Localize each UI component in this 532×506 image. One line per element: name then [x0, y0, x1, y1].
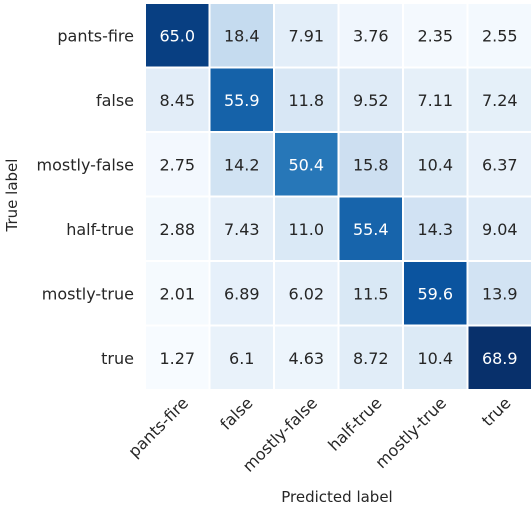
heatmap-cell-value: 6.02 — [288, 284, 324, 303]
y-tick-label: false — [96, 91, 134, 110]
heatmap-cell-value: 65.0 — [159, 26, 195, 45]
heatmap-cell — [275, 4, 338, 67]
heatmap-cell-value: 2.01 — [159, 284, 195, 303]
heatmap-cell — [275, 197, 338, 260]
heatmap-cell — [404, 4, 467, 67]
heatmap-cell — [468, 4, 531, 67]
heatmap-cell-value: 7.43 — [224, 220, 260, 239]
heatmap-cell-value: 7.11 — [417, 91, 453, 110]
heatmap-cell-value: 15.8 — [353, 155, 389, 174]
heatmap-cell — [275, 133, 338, 196]
heatmap-cell — [404, 68, 467, 131]
heatmap-cell — [275, 326, 338, 389]
heatmap-cells — [146, 4, 531, 389]
heatmap-cell-value: 11.8 — [288, 91, 324, 110]
heatmap-cell-value: 55.4 — [353, 220, 389, 239]
heatmap-cell — [404, 133, 467, 196]
heatmap-cell — [275, 68, 338, 131]
y-tick-label: mostly-false — [37, 155, 134, 174]
heatmap-cell — [468, 326, 531, 389]
heatmap-cell-value: 68.9 — [482, 349, 518, 368]
heatmap-cell-value: 3.76 — [353, 26, 389, 45]
y-axis-label: True label — [3, 159, 21, 233]
heatmap-cell — [468, 133, 531, 196]
heatmap-cell-value: 18.4 — [224, 26, 260, 45]
heatmap-cell-value: 6.37 — [482, 155, 518, 174]
heatmap-cell — [404, 197, 467, 260]
heatmap-cell-value: 8.72 — [353, 349, 389, 368]
heatmap-cell — [146, 326, 209, 389]
heatmap-cell-value: 10.4 — [417, 349, 453, 368]
heatmap-cell — [404, 262, 467, 325]
heatmap-cell — [339, 68, 402, 131]
heatmap-cell — [146, 4, 209, 67]
heatmap-cell — [468, 262, 531, 325]
heatmap-cell — [339, 197, 402, 260]
heatmap-cell — [210, 262, 273, 325]
heatmap-cell — [146, 197, 209, 260]
heatmap-cell-value: 7.91 — [288, 26, 324, 45]
x-axis-label: Predicted label — [281, 488, 392, 506]
heatmap-cell-value: 1.27 — [159, 349, 195, 368]
heatmap-cell-value: 4.63 — [288, 349, 324, 368]
heatmap-cell — [339, 262, 402, 325]
heatmap-cell — [275, 262, 338, 325]
heatmap-cell-value: 11.5 — [353, 284, 389, 303]
heatmap-cell-value: 2.75 — [159, 155, 195, 174]
heatmap-cell-value: 7.24 — [482, 91, 518, 110]
y-tick-label: mostly-true — [42, 284, 134, 303]
heatmap-cell — [210, 68, 273, 131]
heatmap-cell-labels: 65.0 18.4 7.91 3.76 2.35 2.55 8.45 55.9 11.8 9.52… — [159, 26, 517, 368]
heatmap-cell — [210, 326, 273, 389]
heatmap-cell — [339, 326, 402, 389]
y-tick-label: pants-fire — [57, 26, 134, 45]
heatmap-cell — [404, 326, 467, 389]
heatmap-cell — [210, 4, 273, 67]
heatmap-cell-value: 14.3 — [417, 220, 453, 239]
heatmap-cell-value: 9.04 — [482, 220, 518, 239]
heatmap-cell-value: 10.4 — [417, 155, 453, 174]
heatmap-cell-value: 9.52 — [353, 91, 389, 110]
x-tick-label: half-true — [324, 393, 385, 454]
heatmap-cell — [468, 197, 531, 260]
heatmap-cell-value: 14.2 — [224, 155, 260, 174]
heatmap-cell — [146, 68, 209, 131]
x-tick-label: false — [216, 393, 256, 433]
heatmap-cell — [339, 133, 402, 196]
heatmap-cell — [210, 133, 273, 196]
heatmap-cell — [468, 68, 531, 131]
heatmap-cell-value: 50.4 — [288, 155, 324, 174]
x-tick-label: true — [478, 393, 515, 430]
heatmap-cell — [339, 4, 402, 67]
heatmap-cell-value: 11.0 — [288, 220, 324, 239]
heatmap-cell-value: 2.55 — [482, 26, 518, 45]
heatmap-cell-value: 59.6 — [417, 284, 453, 303]
heatmap-cell-value: 6.1 — [229, 349, 254, 368]
y-tick-label: half-true — [66, 220, 134, 239]
y-tick-label: true — [101, 349, 134, 368]
heatmap-cell-value: 55.9 — [224, 91, 260, 110]
heatmap-cell-value: 8.45 — [159, 91, 195, 110]
heatmap-cell-value: 2.88 — [159, 220, 195, 239]
heatmap-cell-value: 2.35 — [417, 26, 453, 45]
heatmap-cell — [146, 133, 209, 196]
heatmap-cell-value: 6.89 — [224, 284, 260, 303]
heatmap-cell-value: 13.9 — [482, 284, 518, 303]
x-tick-label: pants-fire — [124, 393, 192, 461]
heatmap-cell — [210, 197, 273, 260]
heatmap-cell — [146, 262, 209, 325]
y-axis-tick-labels: pants-fire false mostly-false half-true most… — [37, 26, 134, 368]
